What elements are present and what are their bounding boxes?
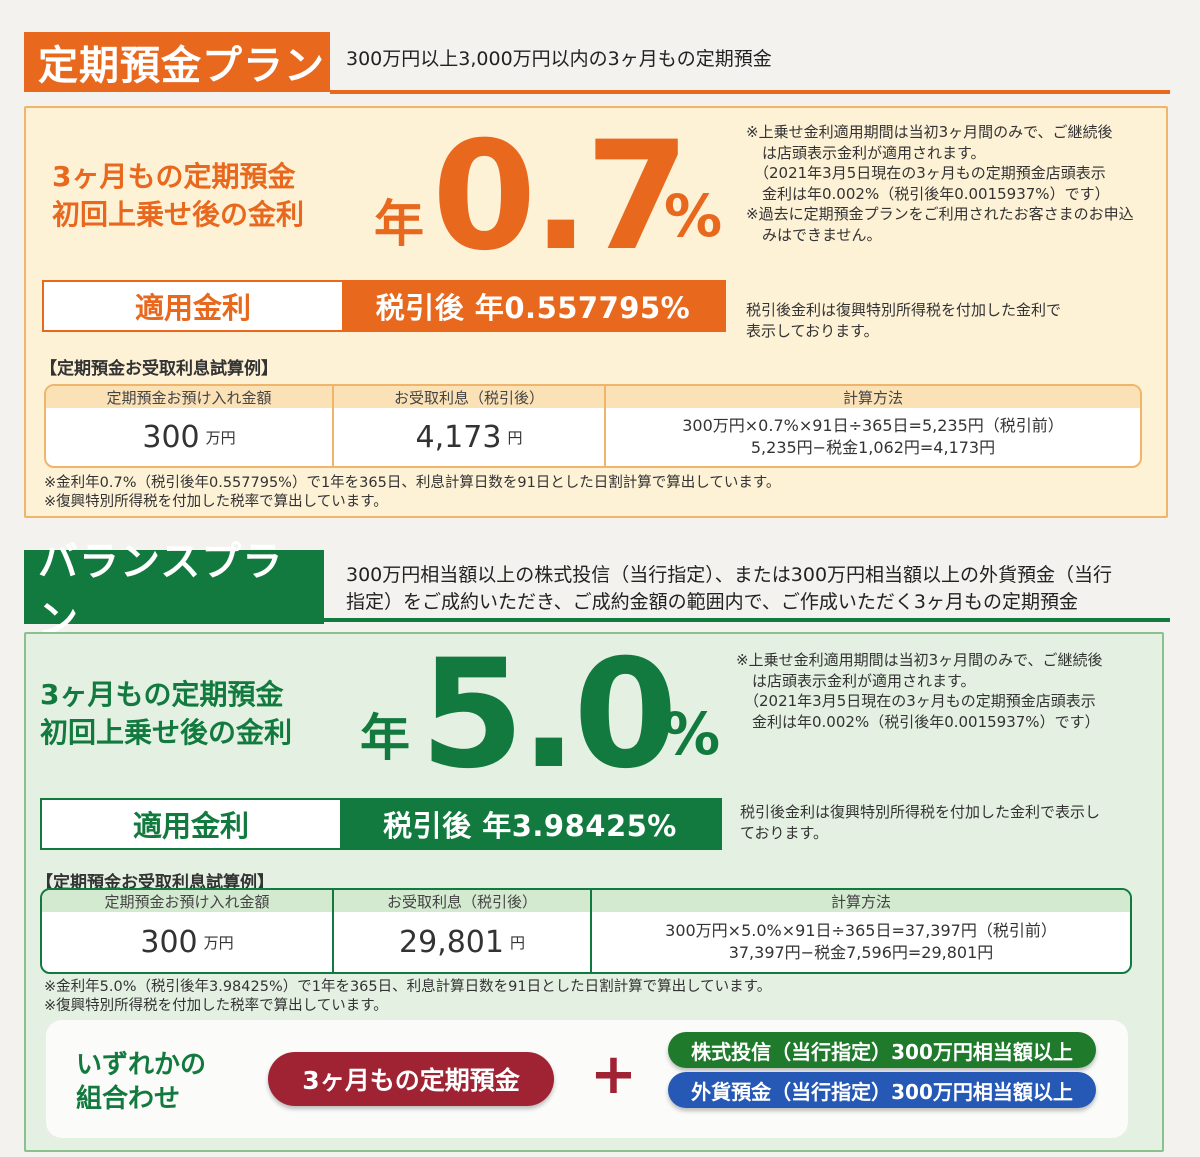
teiki-plan-title-text: 定期預金プラン [38,43,325,89]
balance-interest-amount: 29,801 [399,924,504,960]
balance-method-cell: 300万円×5.0%×91日÷365日=37,397円（税引前） 37,397円… [592,912,1130,972]
balance-interest-unit: 円 [509,933,525,952]
teiki-rate-label-line1: 3ヶ月もの定期預金 [52,160,296,193]
teiki-rate-label-line2: 初回上乗せ後の金利 [52,198,305,231]
balance-description-line2: 指定）をご成約いただき、ご成約金額の範囲内で、ご作成いただく3ヶ月もの定期預金 [346,591,1079,613]
teiki-nen: 年 [374,195,424,253]
balance-rate-number: 5.0 [420,628,678,802]
teiki-notes: ※上乗せ金利適用期間は当初3ヶ月間のみで、ご継続後 は店頭表示金利が適用されます… [746,122,1134,245]
teiki-header-rule [330,90,1170,94]
balance-interest-cell: 29,801 円 [334,912,590,972]
balance-applied-rate-row: 適用金利 税引後 年3.98425% [40,798,722,850]
balance-footnote-2: ※復興特別所得税を付加した税率で算出しています。 [44,998,388,1014]
balance-applied-rate-label: 適用金利 [42,800,340,848]
teiki-method-col: 計算方法 300万円×0.7%×91日÷365日=5,235円（税引前） 5,2… [604,386,1140,466]
teiki-deposit-amount: 300 [142,419,200,455]
teiki-calc-title: 【定期預金お受取利息試算例】 [40,359,278,379]
teiki-note-line: 金利は年0.002%（税引後年0.0015937%）です） [762,184,1110,203]
balance-rate-percent: % [662,700,721,768]
investment-trust-pill: 株式投信（当行指定）300万円相当額以上 [668,1032,1096,1068]
balance-deposit-unit: 万円 [203,933,234,952]
balance-plan-title: バランスプラン [24,539,324,643]
balance-footnote-1: ※金利年5.0%（税引後年3.98425%）で1年を365日、利息計算日数を91… [44,979,772,995]
teiki-note-line: みはできません。 [762,225,882,244]
balance-rate-label-line1: 3ヶ月もの定期預金 [40,678,284,711]
teiki-rate-number: 0.7 [432,110,690,284]
balance-nen: 年 [360,709,410,767]
balance-note-line: 金利は年0.002%（税引後年0.0015937%）です） [752,712,1100,731]
balance-rate-label: 3ヶ月もの定期預金 初回上乗せ後の金利 [40,676,292,752]
balance-header-rule [324,618,1170,622]
teiki-footnotes: ※金利年0.7%（税引後年0.557795%）で1年を365日、利息計算日数を9… [44,474,780,512]
balance-note-line: （2021年3月5日現在の3ヶ月もの定期預金店頭表示 [744,692,1096,710]
balance-notes: ※上乗せ金利適用期間は当初3ヶ月間のみで、ご継続後 は店頭表示金利が適用されます… [736,650,1103,732]
balance-deposit-head: 定期預金お預け入れ金額 [42,890,332,912]
balance-calc-table: 定期預金お預け入れ金額 300 万円 お受取利息（税引後） 29,801 円 計… [40,888,1132,974]
teiki-applied-rate-row: 適用金利 税引後 年0.557795% [42,280,726,332]
combination-label: いずれかの 組合わせ [76,1048,206,1116]
teiki-note-line: ※上乗せ金利適用期間は当初3ヶ月間のみで、ご継続後 [746,123,1113,141]
foreign-currency-deposit-pill: 外貨預金（当行指定）300万円相当額以上 [668,1072,1096,1108]
teiki-method-line1: 300万円×0.7%×91日÷365日=5,235円（税引前） [682,416,1064,435]
teiki-note-line: （2021年3月5日現在の3ヶ月もの定期預金店頭表示 [754,164,1106,182]
teiki-applied-rate-label: 適用金利 [44,282,342,330]
teiki-plan-title: 定期預金プラン [24,32,330,92]
teiki-footnote-1: ※金利年0.7%（税引後年0.557795%）で1年を365日、利息計算日数を9… [44,475,781,491]
teiki-applied-note-line: 税引後金利は復興特別所得税を付加した金利で [746,301,1062,319]
teiki-plan-description: 300万円以上3,000万円以内の3ヶ月もの定期預金 [346,48,772,70]
teiki-method-head: 計算方法 [606,386,1140,408]
teiki-footnote-2: ※復興特別所得税を付加した税率で算出しています。 [44,494,388,510]
teiki-deposit-col: 定期預金お預け入れ金額 300 万円 [46,386,332,466]
teiki-interest-amount: 4,173 [415,419,502,455]
teiki-applied-note-line: 表示しております。 [746,322,879,340]
teiki-note-line: は店頭表示金利が適用されます。 [762,143,986,162]
balance-applied-rate-value: 税引後 年3.98425% [340,800,720,848]
teiki-deposit-cell: 300 万円 [46,408,332,466]
three-month-deposit-pill: 3ヶ月もの定期預金 [268,1052,554,1106]
teiki-rate-percent: % [664,182,723,250]
balance-plan-title-text: バランスプラン [38,539,284,643]
balance-applied-rate-note: 税引後金利は復興特別所得税を付加した金利で表示し ております。 [740,802,1100,844]
balance-deposit-cell: 300 万円 [42,912,332,972]
combination-label-line1: いずれかの [76,1050,207,1080]
teiki-note-line: ※過去に定期預金プランをご利用されたお客さまのお申込 [746,205,1134,223]
balance-description-line1: 300万円相当額以上の株式投信（当行指定）、または300万円相当額以上の外貨預金… [346,564,1113,586]
teiki-interest-col: お受取利息（税引後） 4,173 円 [332,386,604,466]
balance-applied-note-line: 税引後金利は復興特別所得税を付加した金利で表示し [740,803,1101,821]
teiki-interest-head: お受取利息（税引後） [334,386,604,408]
plus-icon: + [590,1042,637,1107]
balance-method-line2: 37,397円−税金7,596円=29,801円 [728,943,994,962]
balance-method-head: 計算方法 [592,890,1130,912]
teiki-method-line2: 5,235円−税金1,062円=4,173円 [750,438,996,457]
balance-method-line1: 300万円×5.0%×91日÷365日=37,397円（税引前） [665,921,1057,940]
balance-note-line: ※上乗せ金利適用期間は当初3ヶ月間のみで、ご継続後 [736,651,1103,669]
teiki-rate-label: 3ヶ月もの定期預金 初回上乗せ後の金利 [52,158,304,234]
balance-applied-note-line: ております。 [740,824,829,842]
balance-rate-label-line2: 初回上乗せ後の金利 [40,716,293,749]
balance-footnotes: ※金利年5.0%（税引後年3.98425%）で1年を365日、利息計算日数を91… [44,978,771,1016]
combination-label-line2: 組合わせ [76,1084,181,1114]
balance-plan-description: 300万円相当額以上の株式投信（当行指定）、または300万円相当額以上の外貨預金… [346,562,1112,616]
teiki-calc-table: 定期預金お預け入れ金額 300 万円 お受取利息（税引後） 4,173 円 計算… [44,384,1142,468]
balance-interest-col: お受取利息（税引後） 29,801 円 [332,890,590,972]
balance-method-col: 計算方法 300万円×5.0%×91日÷365日=37,397円（税引前） 37… [590,890,1130,972]
teiki-interest-cell: 4,173 円 [334,408,604,466]
teiki-deposit-head: 定期預金お預け入れ金額 [46,386,332,408]
teiki-interest-unit: 円 [507,428,523,447]
teiki-applied-rate-value: 税引後 年0.557795% [342,282,724,330]
teiki-method-cell: 300万円×0.7%×91日÷365日=5,235円（税引前） 5,235円−税… [606,408,1140,466]
teiki-deposit-unit: 万円 [205,428,236,447]
balance-deposit-col: 定期預金お預け入れ金額 300 万円 [42,890,332,972]
balance-note-line: は店頭表示金利が適用されます。 [752,671,976,690]
balance-interest-head: お受取利息（税引後） [334,890,590,912]
teiki-applied-rate-note: 税引後金利は復興特別所得税を付加した金利で 表示しております。 [746,300,1061,342]
balance-deposit-amount: 300 [140,924,198,960]
